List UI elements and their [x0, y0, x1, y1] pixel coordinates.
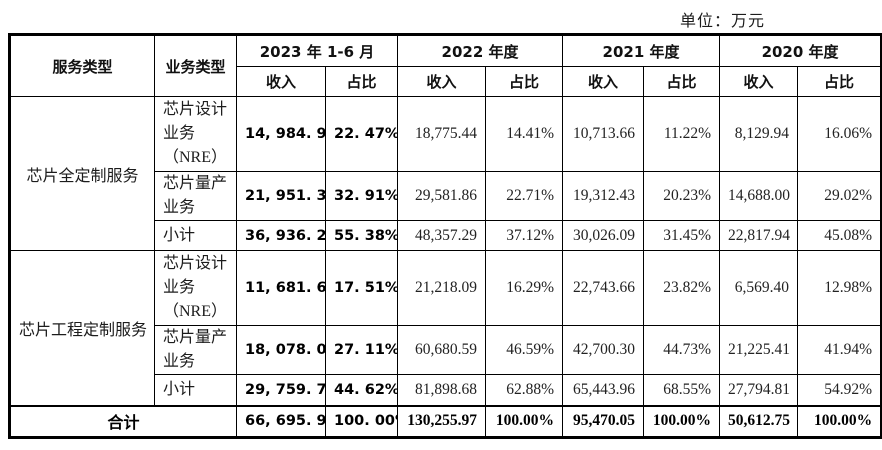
header-row-measures: 收入 占比 收入 占比 收入 占比 收入 占比: [10, 66, 882, 97]
header-ratio-2020: 占比: [797, 66, 882, 97]
revenue-2023-cell: 18, 078. 05: [236, 325, 326, 375]
service-group-full-custom: 芯片全定制服务: [9, 96, 155, 251]
revenue-2023-cell: 36, 936. 28: [236, 220, 326, 251]
revenue-2022-cell: 48,357.29: [397, 220, 487, 251]
revenue-2020-cell: 14,688.00: [719, 171, 799, 221]
revenue-2020-cell: 27,794.81: [719, 374, 799, 406]
table-row: 芯片量产 业务 18, 078. 05 27. 11% 60,680.59 46…: [10, 325, 882, 375]
total-ratio-2023-cell: 100. 00%: [324, 404, 399, 438]
revenue-2023-cell: 21, 951. 34: [236, 171, 326, 221]
revenue-2021-cell: 19,312.43: [562, 171, 645, 221]
header-period-2023: 2023 年 1-6 月: [235, 34, 399, 67]
revenue-2023-cell: 11, 681. 67: [236, 250, 326, 326]
header-revenue-2022: 收入: [397, 66, 487, 97]
header-revenue-2023: 收入: [236, 66, 326, 97]
ratio-2022-cell: 22.71%: [485, 171, 564, 221]
total-revenue-2022-cell: 130,255.97: [397, 404, 487, 438]
revenue-2020-cell: 8,129.94: [719, 96, 799, 172]
revenue-2022-cell: 60,680.59: [397, 325, 487, 375]
header-period-2022: 2022 年度: [397, 34, 564, 67]
ratio-2022-cell: 62.88%: [485, 374, 564, 406]
ratio-2021-cell: 44.73%: [643, 325, 721, 375]
total-ratio-2021-cell: 100.00%: [643, 404, 721, 438]
ratio-2021-cell: 23.82%: [643, 250, 721, 326]
header-period-2020: 2020 年度: [719, 34, 882, 67]
service-group-engineering-custom: 芯片工程定制服务: [9, 250, 155, 406]
ratio-2021-cell: 68.55%: [643, 374, 721, 406]
revenue-2022-cell: 21,218.09: [397, 250, 487, 326]
table-row: 芯片全定制服务 芯片设计 业务 （NRE） 14, 984. 93 22. 47…: [9, 96, 882, 251]
ratio-2022-cell: 46.59%: [485, 325, 564, 375]
subtotal-row: 小计 29, 759. 72 44. 62% 81,898.68 62.88% …: [10, 374, 882, 406]
revenue-2021-cell: 65,443.96: [562, 374, 645, 406]
total-revenue-2023-cell: 66, 695. 99: [236, 404, 326, 438]
ratio-2023-cell: 27. 11%: [324, 325, 399, 375]
ratio-2023-cell: 32. 91%: [324, 171, 399, 221]
subtotal-row: 小计 36, 936. 28 55. 38% 48,357.29 37.12% …: [10, 220, 882, 251]
revenue-2022-cell: 81,898.68: [397, 374, 487, 406]
revenue-2022-cell: 29,581.86: [397, 171, 487, 221]
ratio-2022-cell: 16.29%: [485, 250, 564, 326]
header-revenue-2020: 收入: [719, 66, 799, 97]
ratio-2021-cell: 20.23%: [643, 171, 721, 221]
business-cell: 芯片量产 业务: [154, 325, 237, 375]
ratio-2020-cell: 45.08%: [797, 220, 882, 251]
grand-total-row: 合计 66, 695. 99 100. 00% 130,255.97 100.0…: [9, 404, 882, 438]
ratio-2020-cell: 29.02%: [797, 171, 882, 221]
header-ratio-2022: 占比: [485, 66, 564, 97]
header-period-2021: 2021 年度: [562, 34, 721, 67]
revenue-breakdown-table: 服务类型 业务类型 2023 年 1-6 月 2022 年度 2021 年度 2…: [8, 33, 882, 439]
revenue-2023-cell: 29, 759. 72: [236, 374, 326, 406]
ratio-2022-cell: 37.12%: [485, 220, 564, 251]
header-row-periods: 服务类型 业务类型 2023 年 1-6 月 2022 年度 2021 年度 2…: [9, 34, 882, 97]
header-ratio-2023: 占比: [324, 66, 399, 97]
revenue-2020-cell: 6,569.40: [719, 250, 799, 326]
ratio-2021-cell: 31.45%: [643, 220, 721, 251]
revenue-2021-cell: 42,700.30: [562, 325, 645, 375]
header-revenue-2021: 收入: [562, 66, 645, 97]
revenue-2021-cell: 10,713.66: [562, 96, 645, 172]
ratio-2023-cell: 44. 62%: [324, 374, 399, 406]
total-revenue-2021-cell: 95,470.05: [562, 404, 645, 438]
header-ratio-2021: 占比: [643, 66, 721, 97]
ratio-2023-cell: 55. 38%: [324, 220, 399, 251]
unit-label: 单位：万元: [680, 13, 766, 30]
header-service-type: 服务类型: [9, 34, 155, 97]
revenue-2022-cell: 18,775.44: [397, 96, 487, 172]
revenue-2020-cell: 22,817.94: [719, 220, 799, 251]
ratio-2020-cell: 12.98%: [797, 250, 882, 326]
revenue-2021-cell: 30,026.09: [562, 220, 645, 251]
ratio-2021-cell: 11.22%: [643, 96, 721, 172]
table-row: 芯片工程定制服务 芯片设计 业务 （NRE） 11, 681. 67 17. 5…: [9, 250, 882, 406]
ratio-2023-cell: 17. 51%: [324, 250, 399, 326]
subtotal-label: 小计: [154, 374, 237, 406]
ratio-2023-cell: 22. 47%: [324, 96, 399, 172]
business-cell: 芯片设计 业务 （NRE）: [154, 250, 237, 326]
header-business-type: 业务类型: [154, 34, 237, 97]
ratio-2020-cell: 41.94%: [797, 325, 882, 375]
revenue-2023-cell: 14, 984. 93: [236, 96, 326, 172]
business-cell: 芯片设计 业务 （NRE）: [154, 96, 237, 172]
subtotal-label: 小计: [154, 220, 237, 251]
ratio-2020-cell: 54.92%: [797, 374, 882, 406]
total-ratio-2020-cell: 100.00%: [797, 404, 882, 438]
revenue-2021-cell: 22,743.66: [562, 250, 645, 326]
grand-total-label: 合计: [9, 404, 237, 438]
business-cell: 芯片量产 业务: [154, 171, 237, 221]
ratio-2020-cell: 16.06%: [797, 96, 882, 172]
total-revenue-2020-cell: 50,612.75: [719, 404, 799, 438]
revenue-2020-cell: 21,225.41: [719, 325, 799, 375]
ratio-2022-cell: 14.41%: [485, 96, 564, 172]
total-ratio-2022-cell: 100.00%: [485, 404, 564, 438]
table-header: 服务类型 业务类型 2023 年 1-6 月 2022 年度 2021 年度 2…: [9, 34, 882, 97]
